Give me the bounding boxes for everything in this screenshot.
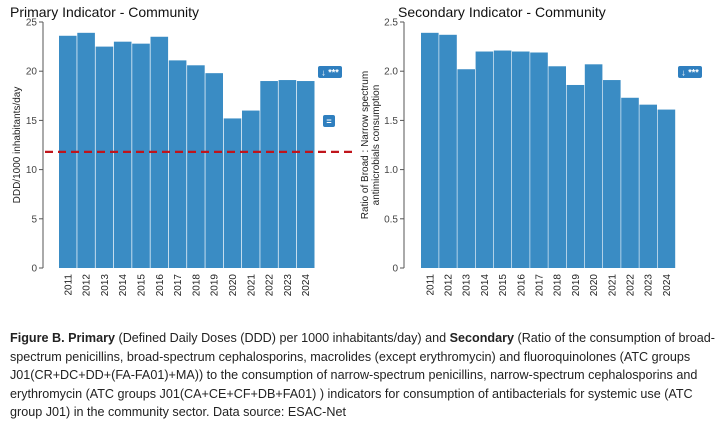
- trend-badge: =: [323, 115, 335, 127]
- bar-2017: [530, 52, 548, 269]
- y-tick-label: 15: [26, 116, 38, 127]
- x-tick-label: 2012: [444, 274, 455, 297]
- y-axis-label-line: Ratio of Broad : Narrow spectrum: [360, 71, 371, 219]
- caption-primary-label: Primary: [68, 331, 115, 345]
- bar-2014: [475, 51, 494, 268]
- y-tick-label: 0: [31, 264, 37, 275]
- y-tick-label: 2.5: [384, 18, 398, 29]
- bar-2012: [439, 34, 457, 269]
- x-tick-label: 2022: [626, 274, 637, 297]
- x-tick-label: 2019: [571, 274, 582, 297]
- x-tick-label: 2017: [173, 274, 184, 297]
- x-tick-label: 2021: [607, 274, 618, 297]
- x-tick-label: 2023: [644, 274, 655, 297]
- trend-badge-text: =: [326, 117, 331, 127]
- x-tick-label: 2012: [82, 274, 93, 297]
- bar-2011: [59, 35, 77, 268]
- bar-2013: [457, 69, 475, 269]
- x-tick-label: 2015: [498, 274, 509, 297]
- trend-badge-text: ↓ ***: [681, 68, 699, 78]
- figure-caption: Figure B. Primary (Defined Daily Doses (…: [10, 329, 718, 422]
- chart-secondary: Secondary Indicator - Community 0 0.5 1.0 1.…: [360, 4, 702, 296]
- x-tick-label: 2020: [589, 274, 600, 297]
- trend-badge-bg: [678, 66, 702, 78]
- bar-2016: [512, 51, 530, 268]
- x-tick-label: 2019: [210, 274, 221, 297]
- x-tick-label: 2022: [265, 274, 276, 297]
- x-tick-label: 2015: [137, 274, 148, 297]
- x-tick-label: 2023: [283, 274, 294, 297]
- bar-2015: [132, 43, 150, 269]
- x-tick-label: 2016: [516, 274, 527, 297]
- y-tick-label: 1.0: [384, 165, 398, 176]
- x-tick-label: 2016: [155, 274, 166, 297]
- caption-figure-label: Figure B.: [10, 331, 65, 345]
- bar-2019: [566, 84, 585, 268]
- x-tick-label: 2024: [662, 274, 673, 297]
- bar-2022: [260, 81, 278, 268]
- bar-2019: [205, 73, 223, 268]
- charts-canvas: Primary Indicator - Community 0 5 10 15 20 25 D…: [10, 4, 702, 296]
- y-tick-label: 5: [31, 214, 37, 225]
- x-tick-label: 2014: [480, 274, 491, 297]
- trend-badge: ↓ ***: [678, 66, 702, 78]
- x-tick-label: 2011: [425, 274, 436, 296]
- y-tick-label: 1.5: [384, 116, 398, 127]
- y-tick-label: 0: [392, 264, 398, 275]
- y-tick-label: 20: [26, 67, 38, 78]
- bar-2024: [657, 109, 676, 269]
- y-axis-label: DDD/1000 inhabitants/day: [12, 87, 23, 204]
- bar-2022: [621, 97, 639, 268]
- bar-2023: [278, 80, 297, 268]
- x-tick-label: 2013: [100, 274, 111, 297]
- trend-badge-text: ↓ ***: [321, 68, 339, 78]
- y-tick-label: 0.5: [384, 214, 398, 225]
- x-tick-label: 2018: [553, 274, 564, 297]
- bar-2020: [223, 118, 242, 268]
- x-tick-label: 2013: [462, 274, 473, 297]
- chart-title: Primary Indicator - Community: [10, 4, 199, 20]
- y-tick-label: 2.0: [384, 67, 398, 78]
- bar-2023: [639, 104, 657, 268]
- bar-2015: [493, 50, 512, 269]
- x-tick-label: 2020: [228, 274, 239, 297]
- caption-secondary-label: Secondary: [449, 331, 515, 345]
- x-tick-label: 2018: [191, 274, 202, 297]
- bar-2014: [113, 41, 132, 269]
- trend-badge: ↓ ***: [318, 66, 342, 78]
- bar-2016: [150, 36, 169, 269]
- bar-2018: [548, 66, 566, 268]
- trend-badge-bg: [318, 66, 342, 78]
- x-tick-label: 2021: [246, 274, 257, 297]
- x-tick-label: 2017: [535, 274, 546, 297]
- bar-2013: [95, 46, 114, 268]
- trend-badge-bg: [323, 115, 335, 127]
- x-tick-label: 2014: [118, 274, 129, 297]
- bar-2024: [296, 81, 315, 268]
- bar-2018: [187, 65, 205, 269]
- bar-2021: [242, 110, 260, 268]
- bar-2011: [421, 32, 439, 268]
- chart-primary: Primary Indicator - Community 0 5 10 15 20 25 D…: [10, 4, 352, 296]
- caption-primary-text: (Defined Daily Doses (DDD) per 1000 inha…: [115, 331, 450, 345]
- y-tick-label: 10: [26, 165, 38, 176]
- x-tick-label: 2024: [301, 274, 312, 297]
- y-axis-label-line: antimicrobials consumption: [371, 85, 382, 206]
- caption-secondary-text: (Ratio of the consumption of broad-spect…: [10, 331, 715, 420]
- bar-2017: [168, 60, 187, 268]
- bar-2012: [77, 32, 95, 268]
- chart-title: Secondary Indicator - Community: [398, 4, 606, 20]
- bar-2021: [603, 80, 621, 268]
- bar-2020: [584, 64, 603, 268]
- y-tick-label: 25: [26, 18, 38, 29]
- x-tick-label: 2011: [63, 274, 74, 296]
